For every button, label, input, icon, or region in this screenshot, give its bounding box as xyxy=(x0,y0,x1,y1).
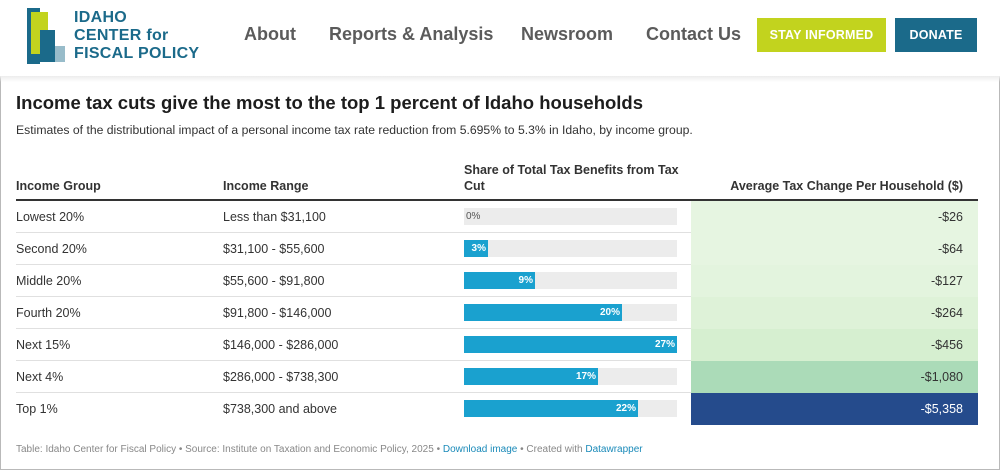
income-group-cell: Lowest 20% xyxy=(16,210,85,224)
logo-line-3: FISCAL POLICY xyxy=(74,45,200,62)
income-group-cell: Second 20% xyxy=(16,242,87,256)
income-group-cell: Next 4% xyxy=(16,370,64,384)
share-bar xyxy=(464,272,535,289)
table-row: Lowest 20% Less than $31,100 0% -$26 xyxy=(16,201,978,233)
site-logo[interactable]: IDAHO CENTER for FISCAL POLICY xyxy=(27,8,199,64)
share-bar-label: 0% xyxy=(466,211,481,222)
average-change-cell: -$64 xyxy=(691,233,978,265)
table-row: Next 15% $146,000 - $286,000 27% -$456 xyxy=(16,329,978,361)
nav-reports-analysis[interactable]: Reports & Analysis xyxy=(329,24,494,44)
logo-wordmark: IDAHO CENTER for FISCAL POLICY xyxy=(74,9,199,63)
share-bar xyxy=(464,336,677,353)
column-header-income-range[interactable]: Income Range xyxy=(223,179,309,193)
column-header-average-change[interactable]: Average Tax Change Per Household ($) xyxy=(730,179,963,193)
share-bar xyxy=(464,400,638,417)
income-group-cell: Fourth 20% xyxy=(16,306,81,320)
logo-line-1: IDAHO xyxy=(74,9,128,26)
income-range-cell: $738,300 and above xyxy=(223,402,337,416)
site-header: IDAHO CENTER for FISCAL POLICY About Rep… xyxy=(0,0,1000,82)
column-header-share[interactable]: Share of Total Tax Benefits from Tax Cut xyxy=(464,163,679,193)
share-bar-track: 3% xyxy=(464,240,677,257)
table-row: Top 1% $738,300 and above 22% -$5,358 xyxy=(16,393,978,425)
income-range-cell: $91,800 - $146,000 xyxy=(223,306,332,320)
income-range-cell: $146,000 - $286,000 xyxy=(223,338,339,352)
logo-mark-icon xyxy=(27,8,65,64)
average-change-cell: -$264 xyxy=(691,297,978,329)
donate-button[interactable]: DONATE xyxy=(895,18,977,52)
table-row: Fourth 20% $91,800 - $146,000 20% -$264 xyxy=(16,297,978,329)
share-bar-label: 17% xyxy=(575,371,596,382)
income-range-cell: $31,100 - $55,600 xyxy=(223,242,325,256)
share-bar-track: 17% xyxy=(464,368,677,385)
share-bar xyxy=(464,304,622,321)
share-bar-label: 9% xyxy=(518,275,533,286)
share-bar xyxy=(464,368,598,385)
nav-contact-us[interactable]: Contact Us xyxy=(646,24,742,44)
share-bar-label: 3% xyxy=(471,243,486,254)
income-range-cell: Less than $31,100 xyxy=(223,210,326,224)
average-change-cell: -$127 xyxy=(691,265,978,297)
table-header: Income Group Income Range Share of Total… xyxy=(16,158,978,201)
stay-informed-button[interactable]: STAY INFORMED xyxy=(757,18,886,52)
logo-line-2: CENTER for xyxy=(74,27,169,44)
income-group-cell: Next 15% xyxy=(16,338,71,352)
share-bar xyxy=(464,240,488,257)
income-group-cell: Middle 20% xyxy=(16,274,82,288)
share-bar-track: 9% xyxy=(464,272,677,289)
share-bar-label: 20% xyxy=(599,307,620,318)
table-row: Second 20% $31,100 - $55,600 3% -$64 xyxy=(16,233,978,265)
income-range-cell: $55,600 - $91,800 xyxy=(223,274,325,288)
income-range-cell: $286,000 - $738,300 xyxy=(223,370,339,384)
share-bar-track: 0% xyxy=(464,208,677,225)
download-image-link[interactable]: Download image xyxy=(442,444,518,455)
average-change-cell: -$456 xyxy=(691,329,978,361)
footer-source: Table: Idaho Center for Fiscal Policy • … xyxy=(16,444,443,455)
average-change-cell: -$1,080 xyxy=(691,361,978,393)
share-bar-track: 27% xyxy=(464,336,677,353)
datawrapper-link[interactable]: Datawrapper xyxy=(585,444,643,455)
footer-created: • Created with xyxy=(517,444,586,455)
chart-footer: Table: Idaho Center for Fiscal Policy • … xyxy=(16,444,643,455)
share-bar-track: 22% xyxy=(464,400,677,417)
table-row: Middle 20% $55,600 - $91,800 9% -$127 xyxy=(16,265,978,297)
chart-title: Income tax cuts give the most to the top… xyxy=(16,92,644,113)
average-change-cell: -$26 xyxy=(691,201,978,233)
average-change-cell: -$5,358 xyxy=(691,393,978,425)
nav-newsroom[interactable]: Newsroom xyxy=(521,24,614,44)
share-bar-track: 20% xyxy=(464,304,677,321)
nav-about[interactable]: About xyxy=(244,24,296,44)
share-bar-label: 27% xyxy=(654,339,675,350)
table-row: Next 4% $286,000 - $738,300 17% -$1,080 xyxy=(16,361,978,393)
share-bar-label: 22% xyxy=(615,403,636,414)
column-header-income-group[interactable]: Income Group xyxy=(16,179,101,193)
income-group-cell: Top 1% xyxy=(16,402,58,416)
chart-subtitle: Estimates of the distributional impact o… xyxy=(16,123,693,137)
